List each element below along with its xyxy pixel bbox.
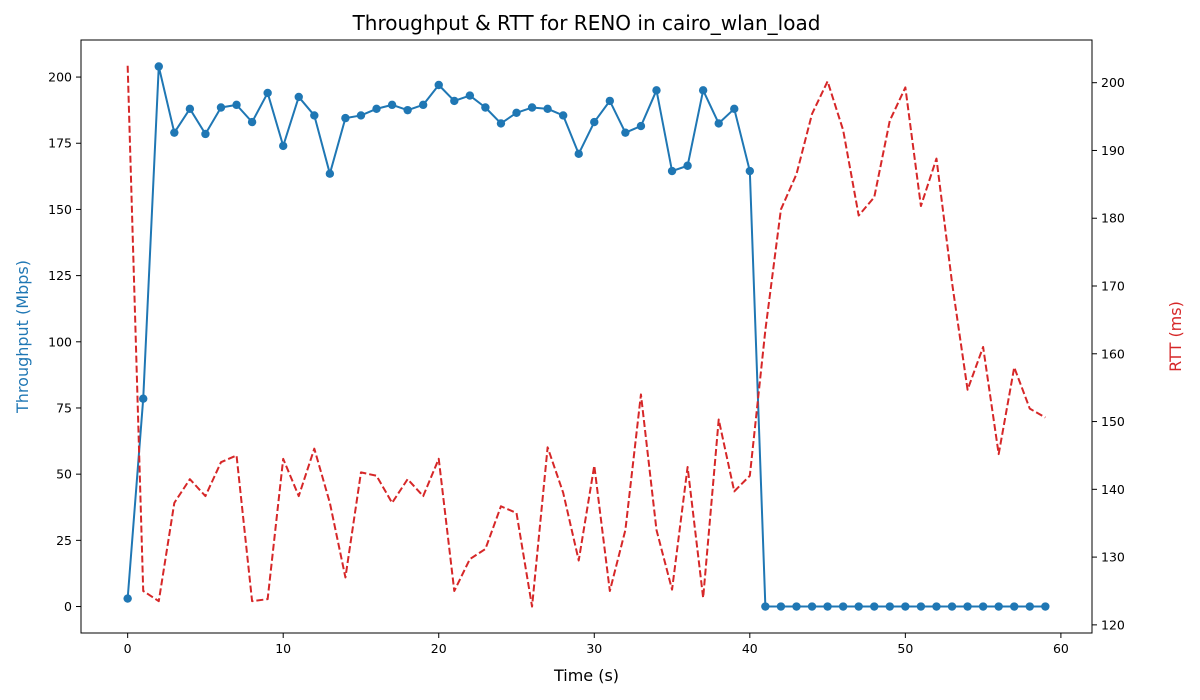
throughput-point	[403, 105, 412, 115]
throughput-point	[932, 602, 941, 611]
throughput-point	[123, 594, 132, 603]
throughput-point	[885, 602, 894, 611]
throughput-point	[574, 149, 583, 159]
throughput-point	[901, 602, 910, 611]
throughput-point	[418, 100, 428, 110]
throughput-point	[667, 166, 677, 176]
throughput-point	[279, 141, 288, 151]
throughput-point	[1010, 602, 1019, 611]
throughput-point	[683, 161, 692, 170]
throughput-point	[216, 103, 226, 112]
throughput-point	[838, 602, 848, 611]
y-left-tick-label: 175	[48, 136, 72, 151]
y-right-tick-label: 130	[1101, 550, 1125, 565]
throughput-point	[170, 128, 179, 137]
throughput-point	[776, 602, 786, 611]
throughput-point	[621, 128, 630, 137]
throughput-point	[496, 119, 506, 128]
throughput-point	[792, 602, 801, 611]
throughput-point	[698, 86, 708, 95]
throughput-point	[481, 103, 490, 112]
throughput-point	[823, 602, 832, 611]
x-tick-label: 60	[1053, 641, 1069, 656]
throughput-point	[590, 117, 599, 127]
chart-title: Throughput & RTT for RENO in cairo_wlan_…	[352, 11, 821, 35]
throughput-point	[325, 169, 335, 178]
y-right-tick-label: 180	[1101, 211, 1125, 226]
y-right-tick-label: 170	[1101, 279, 1125, 294]
throughput-point	[761, 602, 770, 611]
throughput-point	[916, 602, 926, 611]
y-left-tick-label: 50	[56, 467, 72, 482]
plot-frame	[80, 39, 1093, 634]
x-axis-label: Time (s)	[553, 666, 619, 685]
throughput-point	[558, 111, 568, 120]
throughput-point	[947, 602, 957, 611]
y-axis-left-label: Throughput (Mbps)	[13, 260, 32, 414]
throughput-point	[154, 62, 163, 71]
throughput-point	[185, 104, 195, 114]
series-layer	[123, 62, 1050, 611]
throughput-point	[387, 100, 397, 110]
y-left-tick-label: 100	[48, 334, 72, 349]
throughput-point	[512, 108, 521, 118]
throughput-point	[527, 103, 537, 112]
throughput-point	[963, 602, 972, 611]
y-left-tick-label: 0	[64, 599, 72, 614]
throughput-point	[652, 86, 661, 95]
y-right-tick-label: 160	[1101, 346, 1125, 361]
rtt-series-line	[126, 65, 1046, 608]
x-tick-label: 30	[586, 641, 602, 656]
throughput-point	[605, 96, 615, 106]
throughput-point	[450, 96, 459, 106]
throughput-point	[201, 129, 210, 139]
y-left-tick-label: 200	[48, 70, 72, 85]
axes-layer	[80, 39, 1093, 634]
throughput-point	[714, 119, 723, 128]
throughput-point	[543, 104, 552, 114]
y-axis-right-label: RTT (ms)	[1166, 301, 1185, 372]
throughput-point	[247, 117, 257, 127]
throughput-point	[1025, 602, 1034, 611]
y-right-tick-label: 140	[1101, 482, 1125, 497]
y-left-tick-label: 150	[48, 202, 72, 217]
throughput-point	[745, 166, 755, 176]
throughput-point	[356, 111, 366, 120]
x-tick-label: 10	[275, 641, 291, 656]
throughput-point	[263, 88, 272, 98]
throughput-point	[870, 602, 879, 611]
y-right-tick-label: 150	[1101, 414, 1125, 429]
throughput-point	[994, 602, 1003, 611]
throughput-point	[310, 111, 319, 120]
y-right-tick-label: 190	[1101, 143, 1125, 158]
x-tick-label: 50	[897, 641, 913, 656]
throughput-point	[294, 92, 303, 102]
throughput-point	[730, 104, 739, 114]
throughput-point	[232, 100, 241, 110]
x-tick-label: 40	[742, 641, 758, 656]
throughput-point	[1041, 602, 1050, 611]
y-right-tick-label: 200	[1101, 75, 1125, 90]
throughput-point	[978, 602, 988, 611]
throughput-series-line	[126, 65, 1046, 608]
throughput-point	[854, 602, 863, 611]
throughput-point	[807, 602, 817, 611]
y-left-tick-label: 125	[48, 268, 72, 283]
x-tick-label: 0	[124, 641, 132, 656]
throughput-point	[372, 104, 381, 114]
y-right-tick-label: 120	[1101, 617, 1125, 632]
throughput-point	[341, 113, 350, 123]
throughput-point	[636, 121, 646, 131]
ticks-layer: 0 10 20 30 40 50 60 0 25 50 75 100 125 150 175 200 120 13…	[48, 70, 1125, 656]
y-left-tick-label: 75	[56, 400, 72, 415]
y-left-tick-label: 25	[56, 533, 72, 548]
throughput-point	[465, 91, 475, 100]
throughput-point	[139, 394, 148, 403]
x-tick-label: 20	[431, 641, 447, 656]
throughput-point	[434, 80, 443, 90]
